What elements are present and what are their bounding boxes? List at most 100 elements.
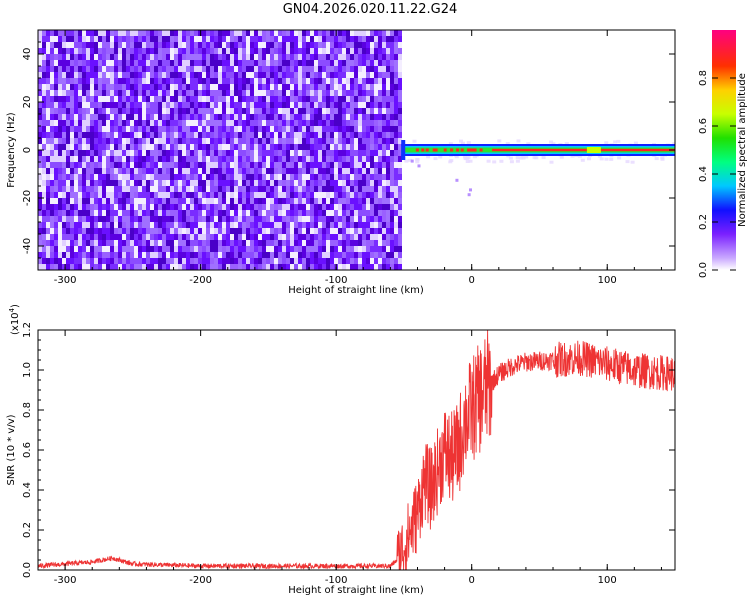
noise-cell — [114, 144, 118, 150]
halo-cell — [433, 157, 438, 161]
noise-cell — [74, 210, 78, 216]
noise-cell — [110, 228, 114, 234]
noise-cell — [390, 216, 394, 222]
noise-cell — [74, 192, 78, 198]
noise-cell — [230, 108, 234, 114]
noise-cell — [154, 96, 158, 102]
noise-cell — [82, 174, 86, 180]
noise-cell — [282, 84, 286, 90]
noise-cell — [258, 30, 262, 36]
noise-cell — [278, 240, 282, 246]
noise-cell — [94, 180, 98, 186]
noise-cell — [398, 126, 402, 132]
noise-cell — [282, 150, 286, 156]
halo-cell — [438, 155, 443, 159]
y-tick-label: 0 — [22, 147, 33, 153]
noise-cell — [210, 126, 214, 132]
chart-title: GN04.2026.020.11.22.G24 — [283, 2, 458, 17]
ridge-hotspot — [469, 148, 473, 152]
noise-cell — [394, 90, 398, 96]
noise-cell — [394, 156, 398, 162]
noise-cell — [386, 66, 390, 72]
noise-cell — [46, 252, 50, 258]
noise-cell — [338, 264, 342, 270]
noise-cell — [210, 204, 214, 210]
noise-cell — [150, 234, 154, 240]
noise-cell — [162, 252, 166, 258]
noise-cell — [66, 240, 70, 246]
noise-cell — [222, 174, 226, 180]
noise-cell — [346, 144, 350, 150]
noise-cell — [98, 36, 102, 42]
noise-cell — [254, 264, 258, 270]
noise-cell — [386, 246, 390, 252]
noise-cell — [106, 186, 110, 192]
noise-cell — [378, 258, 382, 264]
noise-cell — [178, 174, 182, 180]
noise-cell — [78, 132, 82, 138]
noise-cell — [338, 132, 342, 138]
noise-cell — [258, 54, 262, 60]
noise-cell — [386, 264, 390, 270]
noise-cell — [214, 216, 218, 222]
noise-cell — [378, 132, 382, 138]
noise-cell — [186, 174, 190, 180]
noise-cell — [86, 246, 90, 252]
noise-cell — [318, 264, 322, 270]
noise-cell — [318, 42, 322, 48]
noise-cell — [266, 102, 270, 108]
noise-cell — [338, 30, 342, 36]
noise-cell — [154, 78, 158, 84]
noise-cell — [266, 204, 270, 210]
noise-cell — [206, 150, 210, 156]
noise-cell — [334, 192, 338, 198]
noise-cell — [246, 252, 250, 258]
noise-cell — [150, 78, 154, 84]
noise-cell — [78, 216, 82, 222]
noise-cell — [230, 66, 234, 72]
noise-cell — [202, 156, 206, 162]
noise-cell — [138, 78, 142, 84]
noise-cell — [58, 258, 62, 264]
noise-cell — [338, 192, 342, 198]
noise-cell — [66, 78, 70, 84]
noise-cell — [42, 198, 46, 204]
noise-cell — [202, 234, 206, 240]
noise-cell — [182, 246, 186, 252]
noise-cell — [150, 192, 154, 198]
noise-cell — [386, 48, 390, 54]
noise-cell — [362, 204, 366, 210]
noise-cell — [238, 96, 242, 102]
noise-cell — [150, 240, 154, 246]
noise-cell — [346, 72, 350, 78]
noise-cell — [190, 240, 194, 246]
noise-cell — [374, 54, 378, 60]
noise-cell — [194, 150, 198, 156]
noise-cell — [114, 108, 118, 114]
noise-cell — [238, 72, 242, 78]
noise-cell — [138, 132, 142, 138]
noise-cell — [74, 114, 78, 120]
noise-cell — [262, 252, 266, 258]
noise-cell — [198, 120, 202, 126]
noise-cell — [314, 114, 318, 120]
noise-cell — [170, 90, 174, 96]
noise-cell — [346, 126, 350, 132]
noise-cell — [338, 156, 342, 162]
noise-cell — [242, 54, 246, 60]
noise-cell — [102, 102, 106, 108]
noise-cell — [350, 210, 354, 216]
noise-cell — [398, 36, 402, 42]
noise-cell — [118, 60, 122, 66]
noise-cell — [134, 252, 138, 258]
noise-cell — [86, 144, 90, 150]
noise-cell — [234, 114, 238, 120]
noise-cell — [194, 138, 198, 144]
noise-cell — [306, 252, 310, 258]
noise-cell — [294, 102, 298, 108]
noise-cell — [238, 192, 242, 198]
noise-cell — [370, 96, 374, 102]
noise-cell — [226, 228, 230, 234]
noise-cell — [118, 264, 122, 270]
noise-cell — [338, 240, 342, 246]
